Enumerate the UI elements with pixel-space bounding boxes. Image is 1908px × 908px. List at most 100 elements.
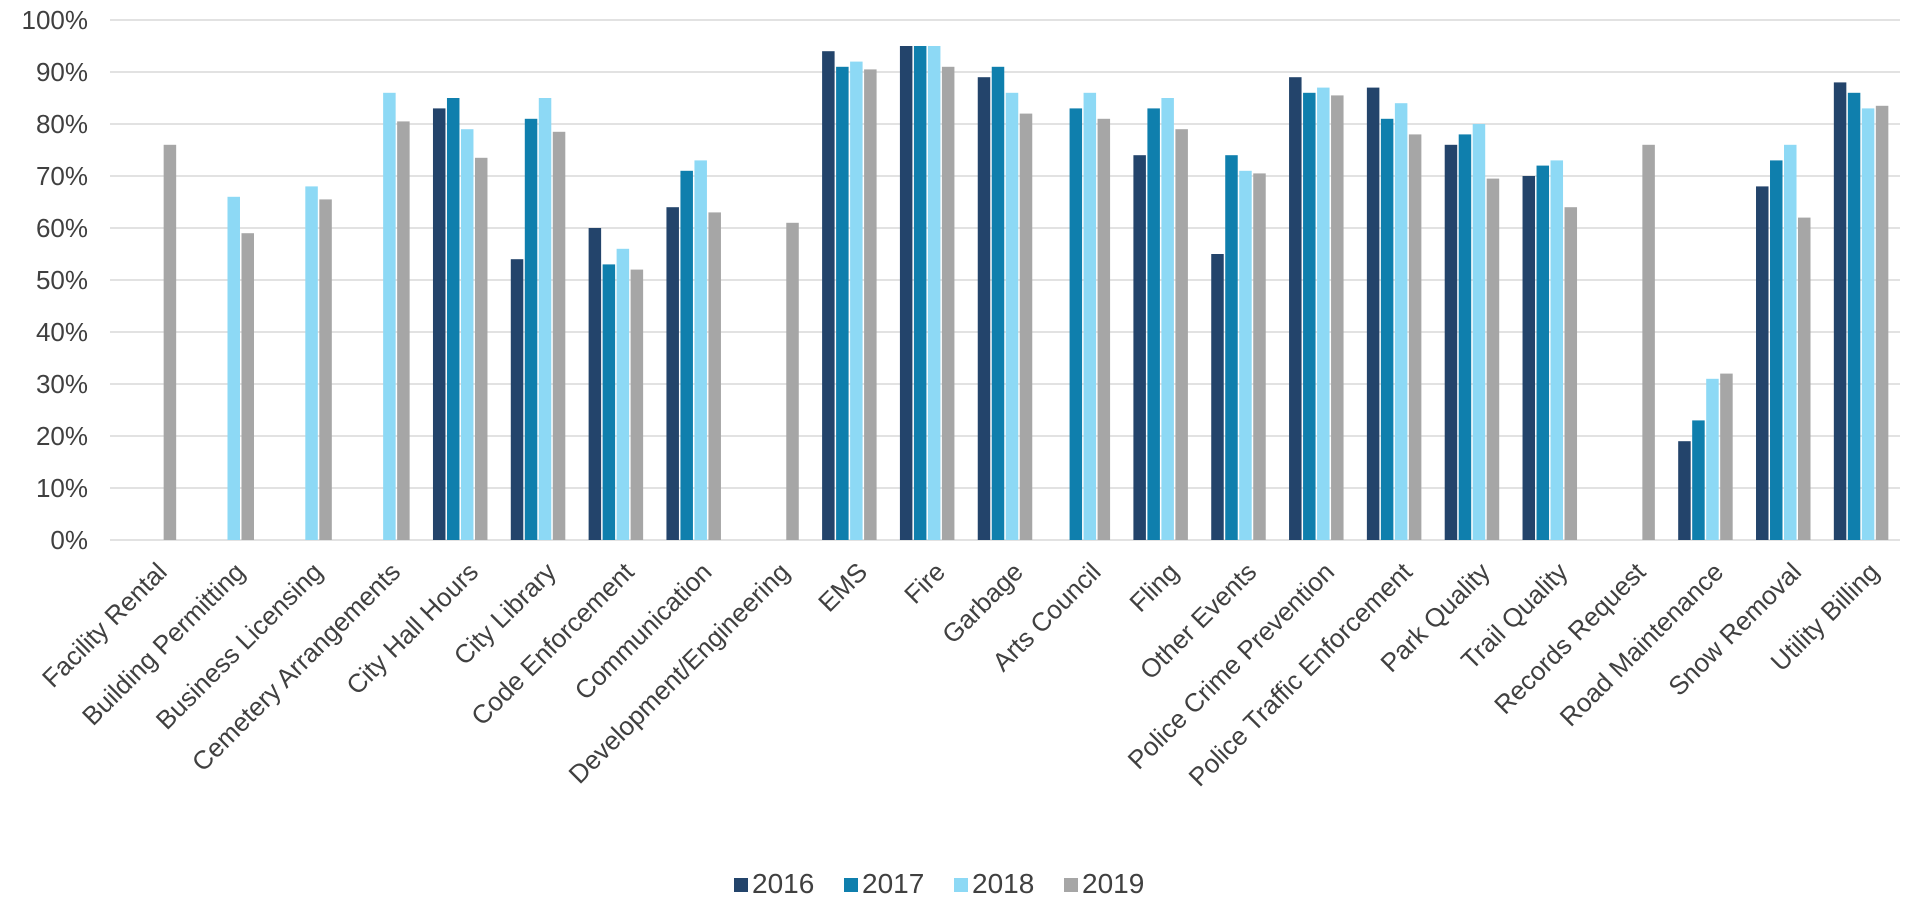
bar-2019-21 <box>1798 217 1811 540</box>
bar-2019-6 <box>630 269 644 540</box>
bar-2019-14 <box>1253 173 1266 540</box>
bar-2019-11 <box>1019 113 1033 540</box>
bar-2019-9 <box>864 69 877 541</box>
bar-2018-4 <box>460 129 474 540</box>
bar-2018-6 <box>616 248 630 541</box>
y-tick-label: 60% <box>36 213 88 243</box>
bar-2016-11 <box>977 77 991 540</box>
bar-2019-10 <box>941 66 955 541</box>
y-tick-label: 20% <box>36 421 88 451</box>
bar-2018-14 <box>1239 170 1252 541</box>
bar-2018-3 <box>383 92 396 541</box>
bar-2016-10 <box>899 46 913 540</box>
bar-2019-22 <box>1875 105 1889 541</box>
legend-label: 2016 <box>752 868 814 899</box>
x-category-label: EMS <box>812 557 873 618</box>
bar-2017-12 <box>1069 108 1083 541</box>
bar-2017-10 <box>913 46 927 540</box>
bar-2019-2 <box>319 199 332 540</box>
y-axis-ticks: 0% 10% 20% 30% 40% 50% 60% 70% 80% 90% 100% <box>22 5 89 555</box>
legend-label: 2019 <box>1082 868 1144 899</box>
legend: 2016 2017 2018 2019 <box>734 868 1144 899</box>
y-tick-label: 80% <box>36 109 88 139</box>
x-category-label: Communication <box>569 557 718 706</box>
bar-2017-4 <box>446 98 460 540</box>
bar-2016-16 <box>1366 87 1380 540</box>
bar-2019-0 <box>163 144 177 541</box>
bar-2018-15 <box>1317 87 1330 540</box>
bars <box>163 46 1889 541</box>
bar-2016-21 <box>1756 186 1769 540</box>
x-category-label: Snow Removal <box>1662 557 1807 702</box>
bar-2018-2 <box>305 186 318 540</box>
bar-2018-20 <box>1706 378 1719 540</box>
bar-2018-17 <box>1472 124 1486 540</box>
bar-2016-20 <box>1678 441 1691 540</box>
bar-2018-22 <box>1861 108 1875 541</box>
bar-2018-7 <box>694 160 707 540</box>
bar-2019-18 <box>1564 207 1578 540</box>
bar-2017-20 <box>1692 420 1705 540</box>
bar-2019-19 <box>1642 144 1655 541</box>
legend-swatch <box>734 878 748 892</box>
x-category-label: Fire <box>898 557 951 610</box>
bar-2016-7 <box>666 207 679 540</box>
bar-2018-18 <box>1550 160 1564 540</box>
y-tick-label: 90% <box>36 57 88 87</box>
y-tick-label: 70% <box>36 161 88 191</box>
bar-2019-20 <box>1720 373 1733 540</box>
bar-2018-9 <box>850 61 863 540</box>
bar-2017-17 <box>1458 134 1472 540</box>
bar-2017-6 <box>602 264 616 540</box>
bar-2019-7 <box>708 212 721 540</box>
bar-2017-14 <box>1225 155 1238 540</box>
bar-2019-15 <box>1331 95 1344 541</box>
bar-2019-8 <box>786 222 799 541</box>
y-tick-label: 50% <box>36 265 88 295</box>
x-category-label: Fling <box>1123 557 1184 618</box>
bar-2019-3 <box>397 121 410 541</box>
bar-2019-5 <box>552 131 566 541</box>
bar-2018-10 <box>927 46 941 540</box>
bar-2017-7 <box>680 170 693 541</box>
bar-2017-16 <box>1380 118 1394 541</box>
bar-2016-5 <box>510 259 524 540</box>
bar-2016-4 <box>432 108 446 541</box>
gridlines <box>110 19 1900 541</box>
bar-2017-9 <box>836 66 849 541</box>
legend-label: 2018 <box>972 868 1034 899</box>
bar-2019-1 <box>241 233 254 540</box>
bar-2016-15 <box>1289 77 1302 540</box>
legend-label: 2017 <box>862 868 924 899</box>
bar-2016-18 <box>1522 176 1536 540</box>
bar-2017-15 <box>1303 92 1316 541</box>
y-tick-label: 40% <box>36 317 88 347</box>
y-tick-label: 100% <box>22 5 89 35</box>
bar-2018-21 <box>1784 144 1797 541</box>
bar-2018-13 <box>1161 98 1174 540</box>
bar-2016-14 <box>1211 254 1224 540</box>
bar-2016-22 <box>1833 82 1847 541</box>
bar-2018-1 <box>227 196 240 541</box>
bar-2019-17 <box>1486 178 1500 540</box>
y-tick-label: 30% <box>36 369 88 399</box>
bar-2017-5 <box>524 118 538 541</box>
bar-2018-5 <box>538 98 552 540</box>
bar-2016-13 <box>1133 155 1146 540</box>
bar-2018-12 <box>1083 92 1097 541</box>
bar-2016-9 <box>822 51 835 540</box>
x-category-label: City Hall Hours <box>340 557 484 701</box>
y-tick-label: 0% <box>50 525 88 555</box>
bar-2018-16 <box>1394 103 1408 540</box>
bar-2016-6 <box>588 228 602 540</box>
y-tick-label: 10% <box>36 473 88 503</box>
bar-2018-11 <box>1005 92 1019 541</box>
legend-swatch <box>844 878 858 892</box>
legend-swatch <box>1064 878 1078 892</box>
bar-2017-11 <box>991 66 1005 541</box>
legend-swatch <box>954 878 968 892</box>
bar-2019-16 <box>1408 134 1422 540</box>
